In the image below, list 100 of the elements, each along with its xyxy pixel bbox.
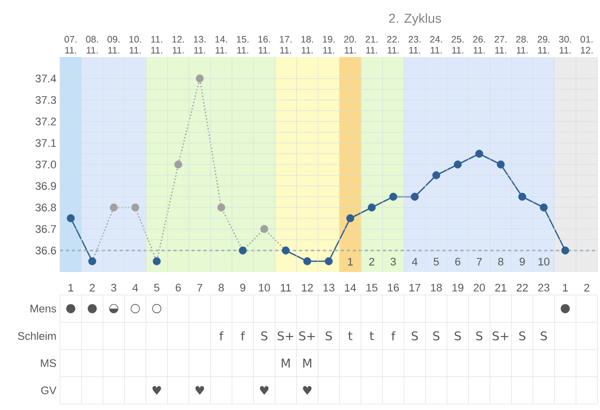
point <box>368 204 376 212</box>
x-tick-label: 13. 11. <box>194 36 206 54</box>
point <box>196 74 204 82</box>
x-tick-label: 24. 11. <box>430 36 442 54</box>
y-tick-label: 37.4 <box>36 74 56 82</box>
x-tick-label: 1 <box>563 284 568 292</box>
y-tick-label: 36.9 <box>36 182 56 190</box>
point <box>131 204 140 212</box>
point <box>282 246 290 254</box>
text: S <box>454 331 461 340</box>
band-label: 4 <box>412 258 418 266</box>
x-tick-label: 08. 11. <box>86 36 98 54</box>
text: ● <box>88 304 97 314</box>
x-tick-label: 9 <box>240 284 246 292</box>
x-tick-label: 17 <box>409 284 420 292</box>
x-tick-label: 26. 11. <box>473 36 485 54</box>
text: ○ <box>152 304 162 314</box>
x-tick-label: 19 <box>452 284 464 292</box>
x-tick-label: 4 <box>132 284 138 292</box>
text: S+ <box>492 331 508 340</box>
point <box>324 257 333 266</box>
text: S <box>433 331 440 340</box>
x-tick-label: 6 <box>176 284 181 292</box>
x-tick-label: 15 <box>366 284 378 292</box>
text: S <box>519 331 526 340</box>
text: M <box>282 358 290 368</box>
x-tick-label: 11. 11. <box>151 36 162 54</box>
band-label: 3 <box>390 258 396 266</box>
point <box>432 171 440 180</box>
x-tick-label: 11 <box>280 284 291 292</box>
x-tick-label: 23 <box>538 284 550 292</box>
x-tick-label: 22. 11. <box>387 36 399 54</box>
text: ● <box>560 304 570 314</box>
text: S <box>412 331 418 340</box>
y-tick-label: Mens <box>30 304 56 312</box>
x-tick-label: 01. 12. <box>580 36 592 54</box>
band-label: 7 <box>476 258 482 266</box>
point <box>540 204 548 212</box>
text: ♥ <box>195 386 204 395</box>
chart-title: 2. Zyklus <box>389 13 442 26</box>
x-tick-label: 2 <box>584 284 590 292</box>
x-tick-label: 21 <box>495 284 506 292</box>
y-tick-label: MS <box>40 359 56 368</box>
y-tick-label: GV <box>41 386 56 394</box>
x-tick-label: 18 <box>430 284 442 292</box>
x-tick-label: 27. 11. <box>494 36 506 54</box>
text: ○ <box>130 304 140 314</box>
y-tick-label: 36.7 <box>36 225 56 233</box>
point <box>496 160 505 168</box>
x-tick-label: 10. 11. <box>129 36 141 54</box>
point <box>152 257 161 266</box>
x-tick-label: 22 <box>516 284 528 292</box>
text: S <box>326 331 332 340</box>
text: t <box>370 332 374 340</box>
x-tick-label: 2 <box>90 284 95 292</box>
x-tick-label: 29. 11. <box>538 36 550 54</box>
y-tick-label: 37.3 <box>36 96 56 104</box>
y-tick-label: 36.6 <box>36 246 56 254</box>
x-tick-label: 16. 11. <box>258 36 270 54</box>
x-tick-label: 23. 11. <box>408 36 420 54</box>
band-label: 10 <box>538 258 550 266</box>
x-tick-label: 13 <box>323 284 334 292</box>
text: S <box>476 331 482 340</box>
point <box>410 192 419 201</box>
text: f <box>391 331 396 340</box>
x-tick-label: 3 <box>111 284 116 292</box>
point <box>66 214 75 222</box>
point <box>303 257 312 266</box>
x-tick-label: 14 <box>344 284 356 292</box>
band-label: 2 <box>369 258 374 266</box>
band-label: 1 <box>348 258 353 266</box>
point <box>217 204 226 212</box>
point <box>561 246 570 254</box>
text: S <box>261 331 268 340</box>
band-label: 5 <box>434 258 439 266</box>
text: ● <box>66 304 76 314</box>
x-tick-label: 09. 11. <box>108 36 120 54</box>
x-tick-label: 15. 11. <box>236 36 248 54</box>
x-tick-label: 14. 11. <box>215 36 227 54</box>
text: S+ <box>299 331 315 340</box>
text: ♥ <box>152 386 162 395</box>
text: M <box>303 358 312 368</box>
x-tick-label: 12 <box>302 284 313 292</box>
point <box>110 204 118 212</box>
x-tick-label: 16 <box>388 284 399 292</box>
point <box>260 225 268 233</box>
x-tick-label: 12. 11. <box>172 36 184 54</box>
x-tick-label: 30. 11. <box>559 36 571 54</box>
text: f <box>240 331 246 340</box>
text: t <box>348 332 352 340</box>
x-tick-label: 7 <box>197 284 202 292</box>
x-tick-label: 20. 11. <box>344 36 356 54</box>
y-tick-label: 37.0 <box>36 160 56 168</box>
x-tick-label: 28. 11. <box>516 36 528 54</box>
x-tick-label: 10 <box>258 284 270 292</box>
text: ♥ <box>260 386 269 395</box>
y-tick-label: 37.2 <box>36 118 56 126</box>
x-tick-label: 21. 11. <box>366 36 378 54</box>
y-tick-label: Schleim <box>18 332 56 340</box>
point <box>88 257 96 266</box>
